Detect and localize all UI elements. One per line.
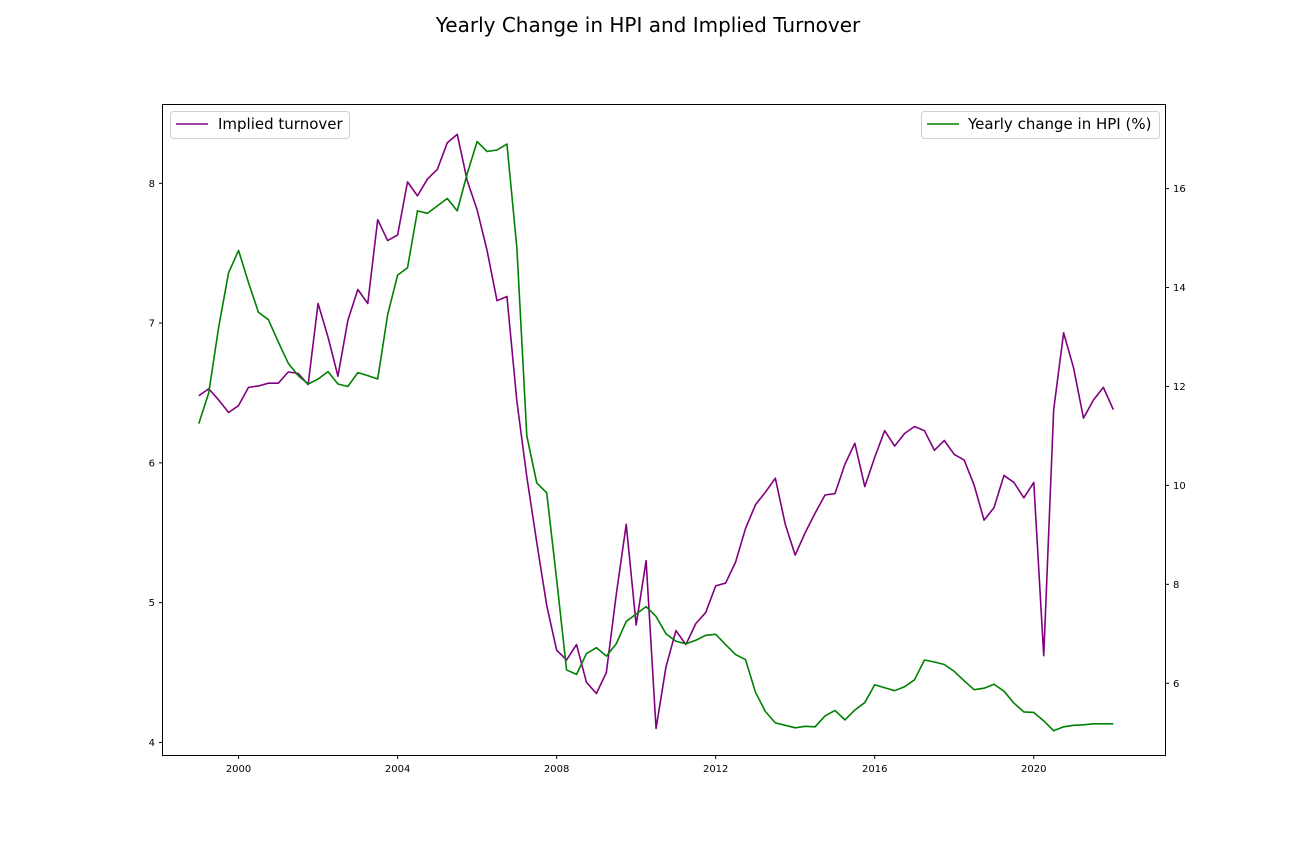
right-y-tick-label: 14 <box>1173 283 1186 294</box>
right-y-axis: 6 8 10 12 14 16 <box>1165 184 1186 690</box>
legend-right: Yearly change in HPI (%) <box>921 111 1160 139</box>
x-tick-label: 2020 <box>1021 764 1046 775</box>
plot-area <box>162 104 1166 756</box>
left-y-tick-label: 7 <box>149 319 155 330</box>
legend-left-label: Implied turnover <box>218 115 343 133</box>
right-y-tick-label: 16 <box>1173 184 1186 195</box>
x-axis: 2000 2004 2008 2012 2016 2020 <box>226 755 1047 775</box>
implied-turnover-line <box>198 133 1115 730</box>
left-y-axis: 4 5 6 7 8 <box>149 179 163 749</box>
x-tick-label: 2016 <box>862 764 887 775</box>
right-y-tick-label: 8 <box>1173 580 1179 591</box>
series-layer <box>198 133 1115 732</box>
hpi-change-line <box>198 140 1114 732</box>
right-y-tick-label: 6 <box>1173 679 1179 690</box>
left-y-tick-label: 4 <box>149 738 155 749</box>
legend-left: Implied turnover <box>170 111 350 139</box>
right-y-tick-label: 10 <box>1173 481 1186 492</box>
legend-right-label: Yearly change in HPI (%) <box>967 115 1151 133</box>
legend-left-box <box>170 111 350 139</box>
x-tick-label: 2004 <box>385 764 410 775</box>
left-y-tick-label: 8 <box>149 179 155 190</box>
x-tick-label: 2000 <box>226 764 251 775</box>
x-tick-label: 2012 <box>703 764 728 775</box>
right-y-tick-label: 12 <box>1173 382 1186 393</box>
x-tick-label: 2008 <box>544 764 569 775</box>
legend-right-box <box>921 111 1160 139</box>
left-y-tick-label: 5 <box>149 598 155 609</box>
left-y-tick-label: 6 <box>149 458 155 469</box>
chart-title: Yearly Change in HPI and Implied Turnove… <box>435 13 861 37</box>
